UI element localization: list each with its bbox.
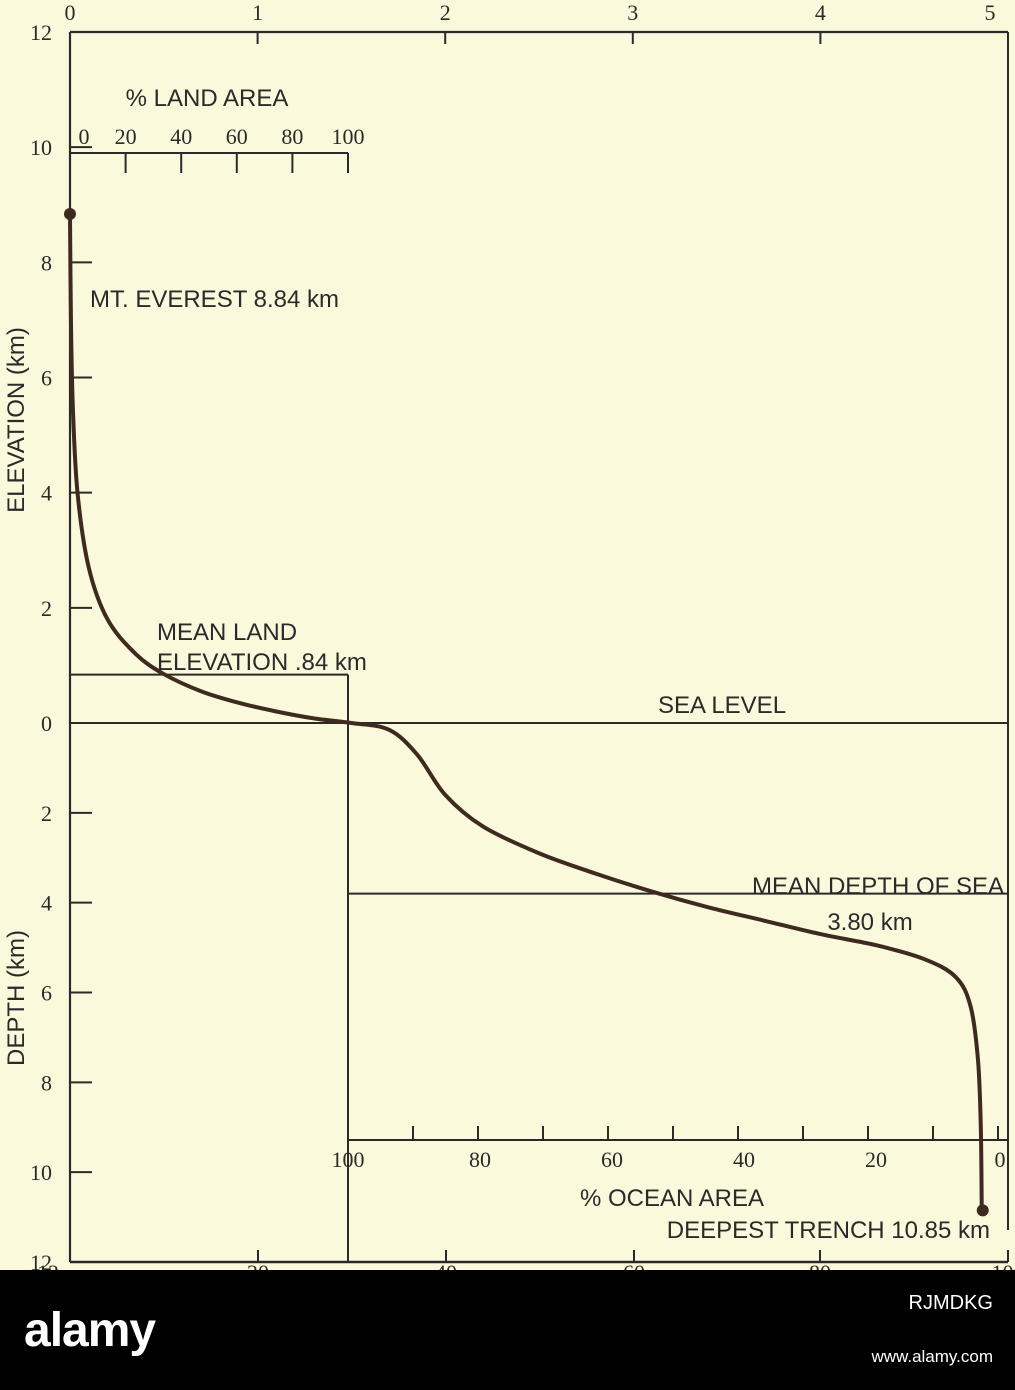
bottom-axis-tick-label: 80	[809, 1260, 831, 1270]
hypsometric-curve-line	[68, 213, 984, 1211]
ocean-area-tick-label: 80	[469, 1147, 491, 1172]
land-area-tick-label: 40	[170, 124, 192, 149]
bottom-axis-tick-label: 60	[623, 1260, 645, 1270]
land-area-tick-label: 0	[79, 124, 90, 149]
alamy-logo: alamy	[24, 1304, 156, 1357]
bottom-axis-tick-label: 40	[435, 1260, 457, 1270]
land-area-tick-label: 20	[115, 124, 137, 149]
sea-level-label: SEA LEVEL	[658, 692, 786, 719]
elevation-tick-label: 10	[30, 135, 52, 160]
chart-background	[0, 0, 1015, 1270]
mean-land-label-line2: ELEVATION .84 km	[157, 649, 367, 676]
ocean-area-axis-title: % OCEAN AREA	[580, 1185, 764, 1212]
elevation-tick-label: 0	[41, 711, 52, 736]
mean-depth-label-line1: MEAN DEPTH OF SEA	[752, 873, 1004, 900]
top-axis-tick-label: 2	[440, 0, 451, 25]
depth-tick-label: 12	[30, 1250, 52, 1270]
deepest-trench-point-marker	[976, 1204, 989, 1217]
everest-point-marker	[64, 207, 76, 220]
top-axis-tick-label: 0	[65, 0, 76, 25]
land-area-tick-label: 60	[226, 124, 248, 149]
top-axis-tick-label: 3	[627, 0, 638, 25]
depth-axis-title: DEPTH (km)	[3, 930, 30, 1066]
depth-tick-label: 4	[41, 891, 52, 916]
elevation-tick-label: 6	[41, 366, 52, 391]
top-axis-tick-label: 4	[815, 0, 826, 25]
ocean-area-tick-label: 60	[601, 1147, 623, 1172]
image-id-label: RJMDKG	[908, 1292, 993, 1314]
top-axis-tick-label: 1	[252, 0, 263, 25]
land-area-tick-label: 80	[281, 124, 303, 149]
elevation-tick-label: 12	[30, 20, 52, 45]
elevation-tick-label: 4	[41, 481, 52, 506]
bottom-axis-tick-label: 100	[992, 1260, 1015, 1270]
elevation-tick-label: 2	[41, 596, 52, 621]
elevation-axis-title: ELEVATION (km)	[3, 327, 30, 513]
land-area-axis-title: % LAND AREA	[126, 85, 289, 112]
mean-land-label-line1: MEAN LAND	[157, 619, 297, 646]
ocean-area-tick-label: 0	[995, 1147, 1006, 1172]
top-axis-tick-label: 5	[985, 0, 996, 25]
elevation-tick-label: 8	[41, 250, 52, 275]
bottom-axis-tick-label: 20	[247, 1260, 269, 1270]
site-url-label: www.alamy.com	[871, 1347, 993, 1366]
ocean-area-tick-label: 40	[733, 1147, 755, 1172]
watermark-footer	[0, 1270, 1015, 1390]
depth-tick-label: 6	[41, 981, 52, 1006]
ocean-area-tick-label: 100	[332, 1147, 365, 1172]
mean-depth-label-line2: 3.80 km	[827, 909, 912, 936]
depth-tick-label: 8	[41, 1070, 52, 1095]
ocean-area-tick-label: 20	[865, 1147, 887, 1172]
land-area-tick-label: 100	[332, 124, 365, 149]
bottom-axis-tick-label: 12	[37, 1260, 59, 1270]
hypsometric-chart: 012345122040608010012108642024681012ELEV…	[0, 0, 1015, 1270]
everest-label: MT. EVEREST 8.84 km	[90, 286, 339, 313]
deepest-trench-label: DEEPEST TRENCH 10.85 km	[667, 1217, 990, 1244]
depth-tick-label: 10	[30, 1160, 52, 1185]
depth-tick-label: 2	[41, 801, 52, 826]
